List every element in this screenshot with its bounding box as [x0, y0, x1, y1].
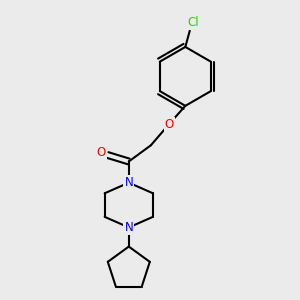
- Text: O: O: [97, 146, 106, 159]
- Text: O: O: [164, 118, 174, 130]
- Text: Cl: Cl: [187, 16, 199, 29]
- Text: N: N: [124, 221, 133, 234]
- Text: N: N: [124, 176, 133, 189]
